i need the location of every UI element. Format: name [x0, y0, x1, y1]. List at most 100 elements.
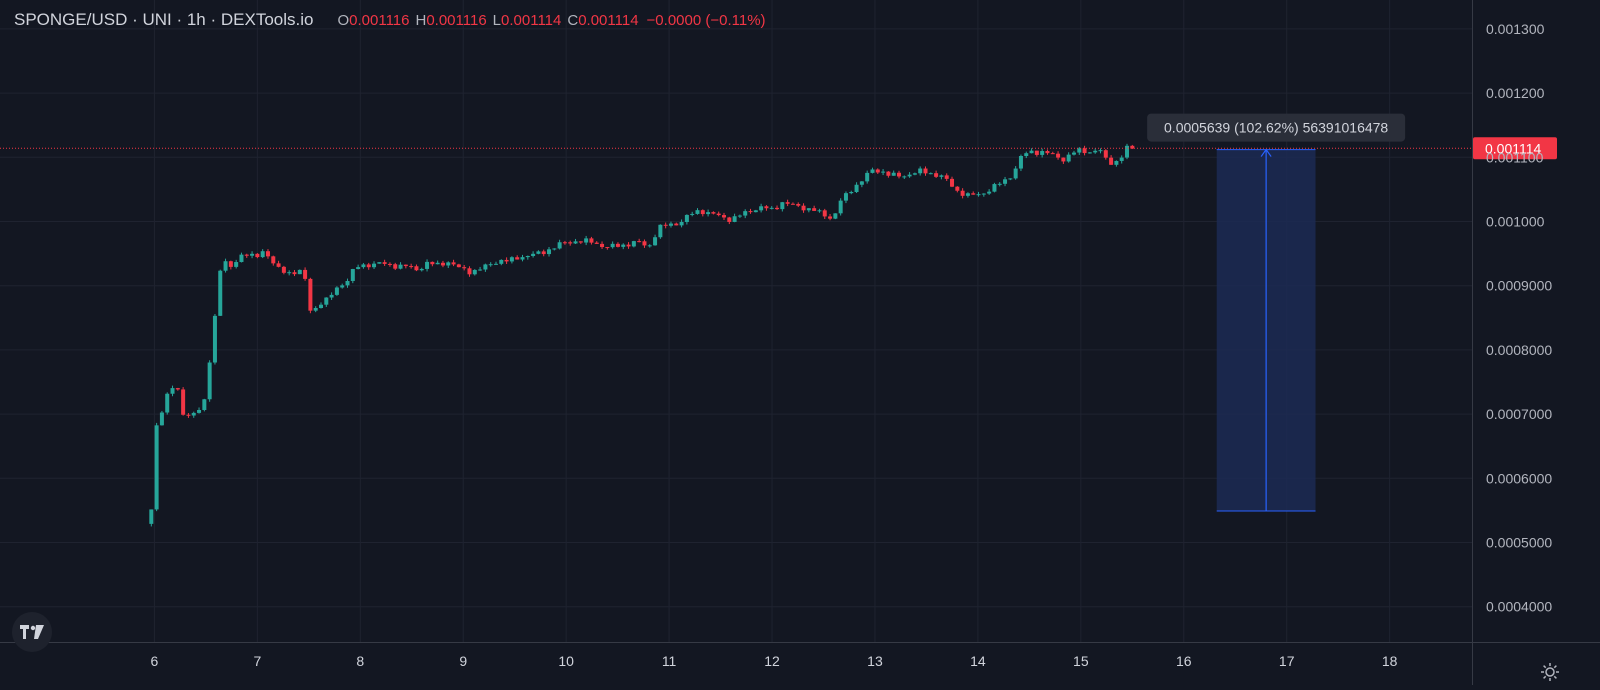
candle: [690, 211, 695, 217]
candle: [372, 261, 377, 270]
candle: [806, 208, 811, 213]
candle: [918, 166, 923, 176]
candle: [865, 170, 870, 184]
candle: [509, 256, 514, 264]
candle: [536, 250, 541, 255]
last-price-label: 0.001114: [1485, 140, 1542, 156]
candle: [202, 398, 207, 412]
candle: [403, 264, 408, 269]
candle: [626, 242, 631, 249]
candle: [838, 198, 843, 216]
candle: [642, 239, 647, 248]
candle: [154, 422, 159, 512]
candle: [504, 257, 509, 264]
last-price-badge: [1473, 137, 1557, 160]
candle: [345, 278, 350, 288]
candle: [430, 261, 435, 267]
candle: [822, 208, 827, 220]
tradingview-logo-icon[interactable]: [12, 612, 52, 652]
candle: [287, 270, 292, 276]
candle: [159, 410, 164, 426]
y-tick-label: 0.0006000: [1486, 470, 1552, 486]
symbol-title[interactable]: SPONGE/USD · UNI · 1h · DEXTools.io: [14, 10, 314, 29]
candle: [541, 249, 546, 257]
candle: [313, 306, 318, 313]
candle: [732, 213, 737, 223]
candle: [600, 241, 605, 249]
candle: [1018, 154, 1023, 172]
x-tick-label: 13: [867, 653, 883, 669]
candle: [149, 509, 154, 527]
candle: [478, 266, 483, 271]
candle: [679, 219, 684, 228]
candle: [493, 261, 498, 265]
candle: [186, 413, 191, 418]
candle: [568, 240, 573, 246]
change-value: −0.0000 (−0.11%): [646, 12, 766, 29]
candle: [828, 213, 833, 221]
candle: [886, 171, 891, 178]
candle: [833, 213, 838, 220]
candle: [1024, 151, 1029, 159]
candle: [1103, 149, 1108, 160]
x-tick-label: 16: [1176, 653, 1192, 669]
candle: [276, 260, 281, 268]
candle: [499, 259, 504, 266]
candle: [753, 209, 758, 213]
candle: [366, 262, 371, 270]
candle: [849, 190, 854, 195]
high-value: 0.001116: [426, 12, 487, 29]
candle: [409, 263, 414, 269]
candle: [456, 263, 461, 268]
candle: [1040, 148, 1045, 158]
candle: [817, 208, 822, 213]
x-tick-label: 7: [253, 653, 261, 669]
candle: [737, 214, 742, 218]
candle: [1061, 157, 1066, 164]
candle: [1003, 176, 1008, 187]
candle: [170, 385, 175, 397]
candle: [1056, 151, 1061, 160]
candle: [637, 238, 642, 243]
candle: [584, 235, 589, 246]
low-label: L: [492, 12, 502, 29]
candle: [912, 172, 917, 176]
candle: [319, 302, 324, 309]
candle: [531, 251, 536, 258]
x-tick-label: 9: [459, 653, 467, 669]
gear-icon[interactable]: [1540, 662, 1560, 682]
candle: [631, 240, 636, 248]
y-tick-label: 0.001300: [1486, 21, 1545, 37]
candle: [928, 172, 933, 175]
candle: [356, 264, 361, 270]
candle: [1008, 178, 1013, 181]
candle: [562, 240, 567, 245]
close-value: 0.001114: [578, 12, 639, 29]
candle: [181, 387, 186, 416]
candle: [1082, 145, 1087, 156]
candle: [610, 241, 615, 249]
candle: [520, 254, 525, 262]
candle: [223, 258, 228, 273]
candle: [902, 175, 907, 180]
candle: [218, 269, 223, 316]
candle: [578, 241, 583, 245]
candle: [239, 252, 244, 263]
candle: [573, 238, 578, 245]
candle: [891, 170, 896, 176]
candle: [615, 242, 620, 248]
candle: [965, 192, 970, 198]
candle: [234, 259, 239, 269]
candle: [668, 221, 673, 228]
candle: [425, 259, 430, 272]
candle: [297, 269, 302, 275]
candle: [875, 168, 880, 175]
y-tick-label: 0.0005000: [1486, 534, 1552, 550]
measure-label-box: [1147, 113, 1406, 142]
candle: [175, 387, 180, 391]
open-value: 0.001116: [349, 12, 410, 29]
candle: [303, 267, 308, 281]
x-tick-label: 6: [151, 653, 159, 669]
